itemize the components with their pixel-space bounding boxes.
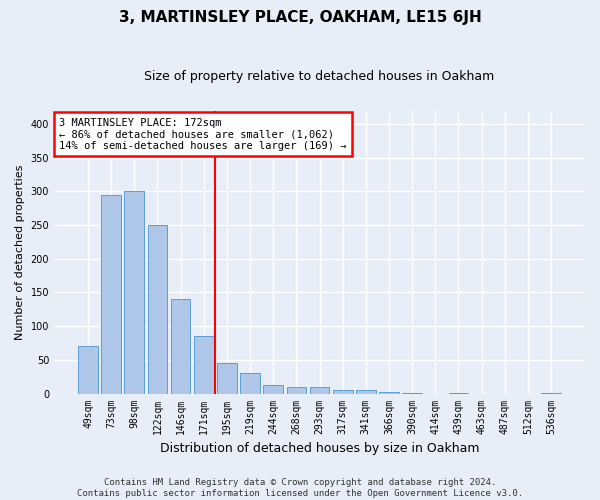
Bar: [449, 393, 468, 394]
Bar: [101, 195, 121, 394]
Bar: [194, 336, 214, 394]
Bar: [263, 386, 283, 394]
Bar: [287, 387, 306, 394]
Bar: [541, 393, 561, 394]
Bar: [217, 363, 237, 394]
Bar: [333, 390, 353, 394]
X-axis label: Distribution of detached houses by size in Oakham: Distribution of detached houses by size …: [160, 442, 479, 455]
Y-axis label: Number of detached properties: Number of detached properties: [15, 164, 25, 340]
Bar: [171, 299, 190, 394]
Bar: [148, 225, 167, 394]
Bar: [124, 192, 144, 394]
Bar: [310, 388, 329, 394]
Bar: [379, 392, 399, 394]
Text: 3 MARTINSLEY PLACE: 172sqm
← 86% of detached houses are smaller (1,062)
14% of s: 3 MARTINSLEY PLACE: 172sqm ← 86% of deta…: [59, 118, 347, 151]
Title: Size of property relative to detached houses in Oakham: Size of property relative to detached ho…: [145, 70, 494, 83]
Bar: [78, 346, 98, 394]
Text: Contains HM Land Registry data © Crown copyright and database right 2024.
Contai: Contains HM Land Registry data © Crown c…: [77, 478, 523, 498]
Bar: [402, 393, 422, 394]
Bar: [240, 374, 260, 394]
Text: 3, MARTINSLEY PLACE, OAKHAM, LE15 6JH: 3, MARTINSLEY PLACE, OAKHAM, LE15 6JH: [119, 10, 481, 25]
Bar: [356, 390, 376, 394]
